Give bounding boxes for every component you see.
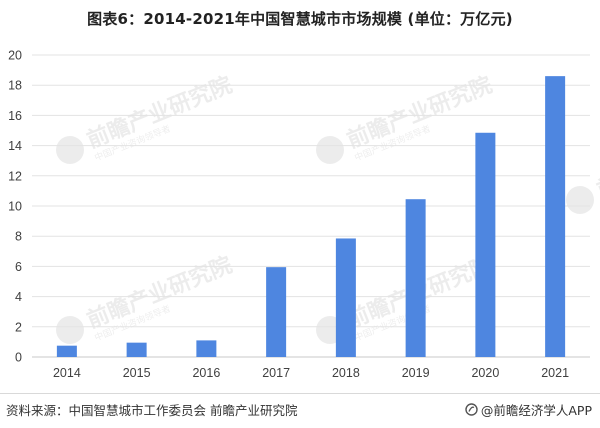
x-axis-ticks: 2014 2015 2016 2017 2018 2019 2020 2021 (53, 366, 569, 380)
brand-credit: @前瞻经济学人APP (465, 400, 592, 419)
bar-2020 (475, 132, 496, 357)
bar-2019 (405, 199, 426, 357)
brand-logo-icon (465, 403, 478, 416)
bar-2017 (266, 267, 287, 357)
x-tick-label: 2021 (541, 366, 569, 380)
x-tick-label: 2019 (402, 366, 430, 380)
bar-2018 (335, 238, 356, 357)
y-tick-label: 2 (15, 320, 22, 334)
y-tick-label: 4 (15, 290, 22, 304)
chart-title: 图表6：2014-2021年中国智慧城市市场规模 (单位：万亿元) (87, 10, 513, 28)
watermark-text: 前瞻产业研究院 (83, 252, 236, 334)
y-tick-label: 20 (8, 49, 22, 63)
bar-2021 (545, 76, 566, 357)
watermark-logo-mark (56, 316, 84, 344)
y-tick-label: 10 (8, 200, 22, 214)
watermark-text: 前瞻产业研究院 (593, 122, 600, 204)
y-axis-ticks: 0 2 4 6 8 10 12 14 16 18 20 (8, 49, 22, 365)
y-tick-label: 0 (15, 351, 22, 365)
grid-layer (32, 54, 590, 358)
bars-layer (56, 76, 566, 357)
x-tick-label: 2015 (123, 366, 151, 380)
watermark-logo-mark (316, 136, 344, 164)
bar-2016 (196, 340, 217, 357)
bar-2015 (126, 342, 147, 357)
x-tick-label: 2018 (332, 366, 360, 380)
watermark-text: 前瞻产业研究院 (83, 72, 236, 154)
y-tick-label: 12 (8, 169, 22, 183)
y-tick-label: 14 (8, 139, 22, 153)
y-tick-label: 18 (8, 79, 22, 93)
y-tick-label: 16 (8, 109, 22, 123)
x-tick-label: 2020 (471, 366, 499, 380)
bar-2014 (56, 345, 77, 357)
watermark-text: 前瞻产业研究院 (343, 72, 496, 154)
y-tick-label: 8 (15, 230, 22, 244)
x-tick-label: 2014 (53, 366, 81, 380)
watermark-logo-mark (566, 186, 594, 214)
y-tick-label: 6 (15, 260, 22, 274)
x-tick-label: 2017 (262, 366, 290, 380)
footer-divider (0, 393, 600, 394)
brand-text: @前瞻经济学人APP (480, 403, 592, 418)
x-tick-label: 2016 (192, 366, 220, 380)
source-note: 资料来源：中国智慧城市工作委员会 前瞻产业研究院 (6, 403, 298, 418)
watermark-logo-mark (56, 136, 84, 164)
